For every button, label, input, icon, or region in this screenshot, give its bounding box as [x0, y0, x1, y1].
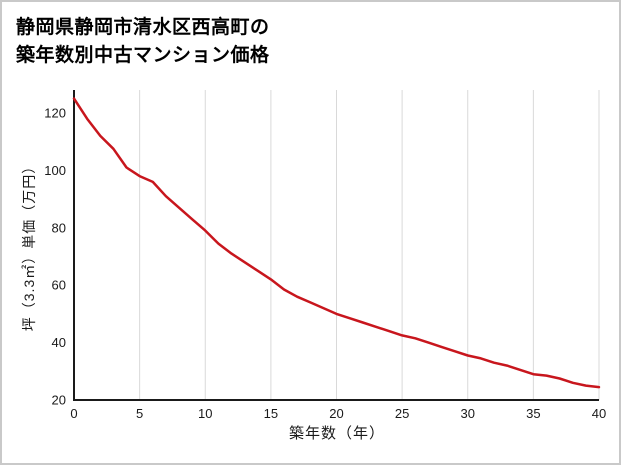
price-line [72, 97, 601, 389]
y-tick-label: 40 [52, 335, 66, 350]
x-tick-label: 15 [264, 406, 278, 421]
x-tick-label: 0 [70, 406, 77, 421]
chart-svg: 20 40 60 80 100 120 0 5 10 15 20 25 30 35 40 [44, 90, 606, 421]
x-tick-label: 40 [592, 406, 606, 421]
y-tick-label: 80 [52, 220, 66, 235]
chart-title-line1: 静岡県静岡市清水区西高町の [16, 17, 270, 38]
x-tick-label: 5 [136, 406, 143, 421]
y-tick-label: 60 [52, 278, 66, 293]
x-tick-label: 20 [329, 406, 343, 421]
x-axis-label: 築年数（年） [288, 425, 385, 442]
chart-title-line2: 築年数別中古マンション価格 [16, 44, 270, 66]
y-tick-label: 100 [44, 163, 66, 178]
x-tick-label: 10 [198, 406, 212, 421]
x-tick-label: 35 [526, 406, 540, 421]
y-tick-label: 20 [52, 393, 66, 408]
y-tick-label: 120 [44, 105, 66, 120]
x-tick-label: 25 [395, 406, 409, 421]
chart-title: 静岡県静岡市清水区西高町の 築年数別中古マンション価格 [16, 14, 270, 69]
x-tick-label: 30 [461, 406, 475, 421]
